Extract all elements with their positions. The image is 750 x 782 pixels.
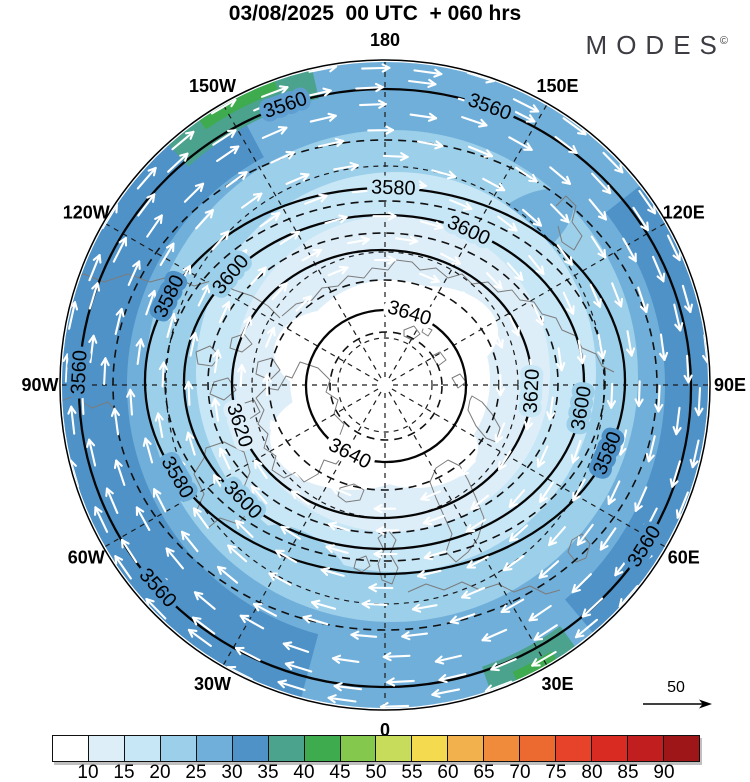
longitude-label: 30W [194, 674, 231, 694]
colorbar-tick: 75 [545, 762, 567, 782]
modes-logo-text: MODES [585, 30, 726, 60]
colorbar-segment [520, 736, 557, 761]
reference-arrow-label: 50 [667, 679, 685, 696]
colorbar-segment [232, 736, 269, 761]
modes-logo-mark: © [719, 35, 728, 48]
map-boundary [59, 59, 711, 711]
colorbar-tick: 50 [365, 762, 387, 782]
colorbar-tick: 15 [113, 762, 135, 782]
colorbar-segment [663, 736, 699, 761]
longitude-label: 90W [21, 375, 58, 395]
longitude-label: 90E [714, 375, 746, 395]
colorbar-segment [196, 736, 233, 761]
colorbar-tick: 30 [221, 762, 243, 782]
colorbar-tick-labels: 10 15 20 25 30 35 40 45 50 55 60 65 70 75 80 85 90 [0, 762, 750, 782]
colorbar-tick: 85 [617, 762, 639, 782]
colorbar-segment [556, 736, 593, 761]
longitude-label: 120W [63, 203, 110, 223]
longitude-labels: 180 150E 120E 90E 60E 30E 0 30W 60W 90W 120W 150W [21, 30, 746, 740]
map-content [62, 62, 708, 708]
reference-wind-arrow: 50 [643, 679, 712, 709]
colorbar-tick: 55 [401, 762, 423, 782]
colorbar-tick: 70 [509, 762, 531, 782]
longitude-label: 150E [536, 76, 578, 96]
colorbar-tick: 20 [149, 762, 171, 782]
contour-label: 3620 [520, 368, 544, 414]
colorbar-segment [448, 736, 485, 761]
longitude-label: 150W [189, 76, 236, 96]
colorbar-tick: 80 [581, 762, 603, 782]
contours-solid [77, 87, 693, 689]
colorbar-segment [88, 736, 125, 761]
colorbar [52, 735, 700, 762]
contours-dashed [112, 139, 658, 631]
longitude-label: 60W [68, 548, 105, 568]
longitude-label: 180 [370, 30, 400, 50]
colorbar-segment [376, 736, 413, 761]
colorbar-tick: 65 [473, 762, 495, 782]
colorbar-tick: 45 [329, 762, 351, 782]
colorbar-segment [412, 736, 449, 761]
colorbar-segment [592, 736, 628, 761]
colorbar-tick: 90 [653, 762, 675, 782]
colorbar-tick: 35 [257, 762, 279, 782]
longitude-label: 0 [380, 720, 390, 740]
contour-label: 3560 [67, 350, 91, 396]
colorbar-segment [628, 736, 664, 761]
longitude-label: 60E [668, 548, 700, 568]
longitude-label: 120E [663, 203, 705, 223]
colorbar-segment [160, 736, 197, 761]
wind-arrows [62, 63, 708, 708]
page-title: 03/08/2025 00 UTC + 060 hrs [228, 2, 522, 25]
colorbar-segment [268, 736, 305, 761]
colorbar-segment [124, 736, 161, 761]
colorbar-segment [53, 736, 89, 761]
colorbar-segment [484, 736, 521, 761]
longitude-label: 30E [541, 674, 573, 694]
modes-logo: MODES© [586, 30, 728, 61]
colorbar-segment [304, 736, 341, 761]
colorbar-tick: 40 [293, 762, 315, 782]
colorbar-segment [340, 736, 377, 761]
colorbar-tick: 10 [77, 762, 99, 782]
colorbar-tick: 25 [185, 762, 207, 782]
contour-label: 3580 [371, 176, 416, 200]
colorbar-tick: 60 [437, 762, 459, 782]
